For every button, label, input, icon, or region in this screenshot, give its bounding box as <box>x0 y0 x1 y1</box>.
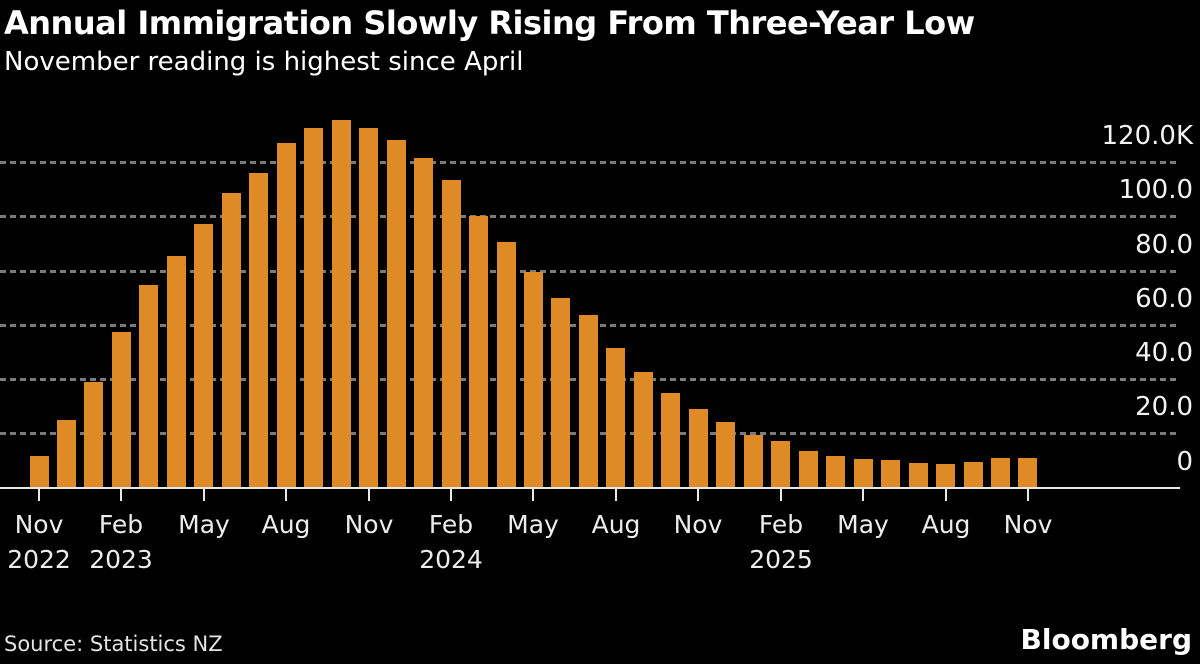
bar-Sep-2024 <box>634 372 653 488</box>
bar-Aug-2025 <box>936 464 955 488</box>
bar-Aug-2023 <box>277 143 296 488</box>
bar-Apr-2025 <box>826 456 845 488</box>
bar-Mar-2024 <box>469 216 488 488</box>
x-axis-tick-Nov-2023 <box>368 489 370 501</box>
bar-Jun-2023 <box>222 193 241 488</box>
x-axis-label-Aug-2024: Aug <box>591 510 641 539</box>
x-axis-line <box>0 487 1180 489</box>
bar-Feb-2023 <box>112 332 131 488</box>
bloomberg-logo: Bloomberg <box>1020 623 1192 656</box>
x-axis-year-2022: 2022 <box>7 545 71 574</box>
bar-May-2025 <box>854 459 873 488</box>
x-axis-tick-Nov-2022 <box>38 489 40 501</box>
x-axis-label-May-2024: May <box>507 510 559 539</box>
x-axis-tick-Aug-2023 <box>285 489 287 501</box>
x-axis-label-Nov-2022: Nov <box>14 510 64 539</box>
x-axis-label-May-2023: May <box>178 510 230 539</box>
bar-Sep-2025 <box>964 462 983 488</box>
x-axis-tick-Aug-2024 <box>615 489 617 501</box>
y-axis-label-60.0: 60.0 <box>1135 284 1193 314</box>
bar-Oct-2023 <box>332 120 351 488</box>
bar-Nov-2023 <box>359 128 378 488</box>
x-axis-tick-Feb-2023 <box>120 489 122 501</box>
bar-Apr-2024 <box>497 242 516 488</box>
bar-Oct-2024 <box>661 393 680 488</box>
bar-Aug-2024 <box>606 348 625 488</box>
chart-title: Annual Immigration Slowly Rising From Th… <box>4 4 975 42</box>
bar-Nov-2025 <box>1018 458 1037 488</box>
bar-Jan-2025 <box>744 435 763 488</box>
x-axis-tick-May-2025 <box>862 489 864 501</box>
bar-Mar-2025 <box>799 451 818 488</box>
bar-Apr-2023 <box>167 256 186 488</box>
x-axis-label-Aug-2023: Aug <box>261 510 311 539</box>
y-axis-label-20.0: 20.0 <box>1135 392 1193 422</box>
bar-Oct-2025 <box>991 458 1010 488</box>
gridline-100.0 <box>0 215 1176 218</box>
x-axis-label-Feb-2024: Feb <box>428 510 474 539</box>
bar-Dec-2023 <box>387 140 406 488</box>
bar-Jan-2024 <box>414 158 433 488</box>
x-axis-tick-Nov-2024 <box>697 489 699 501</box>
bar-Feb-2025 <box>771 441 790 488</box>
y-axis-label-80.0: 80.0 <box>1135 230 1193 260</box>
x-axis-tick-May-2023 <box>203 489 205 501</box>
bar-Sep-2023 <box>304 128 323 488</box>
bar-Mar-2023 <box>139 285 158 488</box>
x-axis-label-Feb-2025: Feb <box>758 510 804 539</box>
y-axis-label-120.0K: 120.0K <box>1101 121 1193 151</box>
x-axis-label-Nov-2024: Nov <box>673 510 723 539</box>
x-axis-tick-Feb-2025 <box>780 489 782 501</box>
bar-Jul-2023 <box>249 173 268 488</box>
bar-Jun-2024 <box>551 298 570 488</box>
bar-Jun-2025 <box>881 460 900 488</box>
x-axis-label-Nov-2025: Nov <box>1003 510 1053 539</box>
source-label: Source: Statistics NZ <box>4 632 223 656</box>
y-axis-label-0: 0 <box>1176 447 1193 477</box>
x-axis-label-Feb-2023: Feb <box>98 510 144 539</box>
x-axis-label-Aug-2025: Aug <box>921 510 971 539</box>
bar-Jul-2024 <box>579 315 598 488</box>
bar-Dec-2024 <box>716 422 735 488</box>
gridline-120.0K <box>0 161 1176 164</box>
x-axis-year-2025: 2025 <box>749 545 813 574</box>
x-axis-tick-May-2024 <box>532 489 534 501</box>
bar-Nov-2024 <box>689 409 708 488</box>
bar-Nov-2022 <box>30 456 49 488</box>
bar-Jan-2023 <box>84 382 103 488</box>
bar-May-2024 <box>524 272 543 488</box>
bar-May-2023 <box>194 224 213 488</box>
x-axis-year-2023: 2023 <box>89 545 153 574</box>
x-axis-tick-Aug-2025 <box>945 489 947 501</box>
x-axis-tick-Nov-2025 <box>1027 489 1029 501</box>
bar-Feb-2024 <box>442 180 461 488</box>
x-axis-label-May-2025: May <box>837 510 889 539</box>
chart-subtitle: November reading is highest since April <box>4 47 524 77</box>
bar-Dec-2022 <box>57 420 76 488</box>
x-axis-tick-Feb-2024 <box>450 489 452 501</box>
x-axis-year-2024: 2024 <box>419 545 483 574</box>
x-axis-label-Nov-2023: Nov <box>344 510 394 539</box>
y-axis-label-100.0: 100.0 <box>1118 175 1193 205</box>
gridline-80.0 <box>0 270 1176 273</box>
y-axis-label-40.0: 40.0 <box>1135 338 1193 368</box>
bar-Jul-2025 <box>909 463 928 488</box>
